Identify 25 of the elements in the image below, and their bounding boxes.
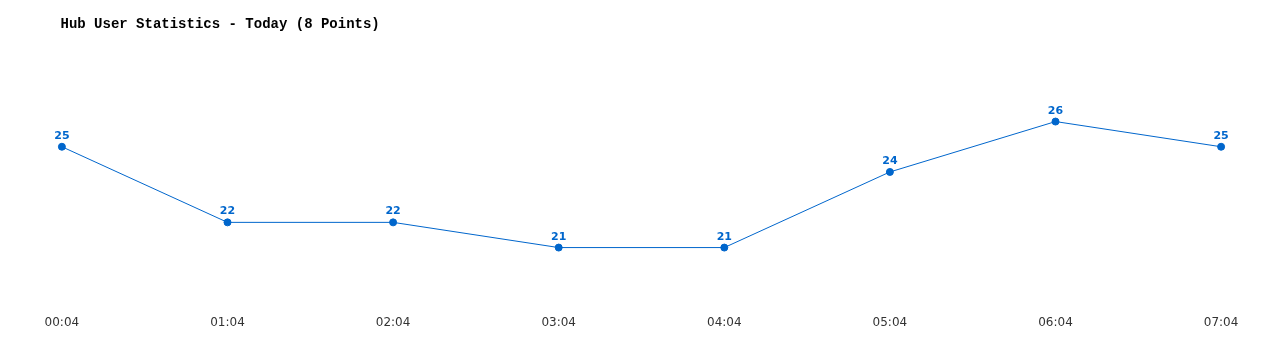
point xyxy=(720,243,729,252)
point xyxy=(1051,117,1060,126)
x-tick-label: 05:04 xyxy=(872,314,908,329)
x-tick-label: 07:04 xyxy=(1203,314,1239,329)
data-label: 21 xyxy=(551,229,567,243)
chart-title: Hub User Statistics - Today (8 Points) xyxy=(60,15,380,32)
data-label: 24 xyxy=(882,153,898,167)
x-tick-label: 06:04 xyxy=(1038,314,1073,329)
data-label: 21 xyxy=(716,229,732,243)
x-tick-label: 01:04 xyxy=(210,314,245,329)
x-tick-label: 00:04 xyxy=(44,314,80,329)
data-label: 25 xyxy=(1213,128,1229,142)
x-tick-label: 04:04 xyxy=(707,314,742,329)
point xyxy=(57,142,66,151)
data-label: 22 xyxy=(385,204,401,218)
point xyxy=(885,167,894,176)
point xyxy=(1217,142,1226,151)
data-label: 26 xyxy=(1047,103,1064,117)
point xyxy=(554,243,563,252)
point xyxy=(223,218,232,227)
data-label: 25 xyxy=(54,128,70,142)
x-tick-label: 02:04 xyxy=(375,314,411,329)
x-tick-label: 03:04 xyxy=(541,314,576,329)
point xyxy=(389,218,398,227)
data-label: 22 xyxy=(219,204,236,218)
